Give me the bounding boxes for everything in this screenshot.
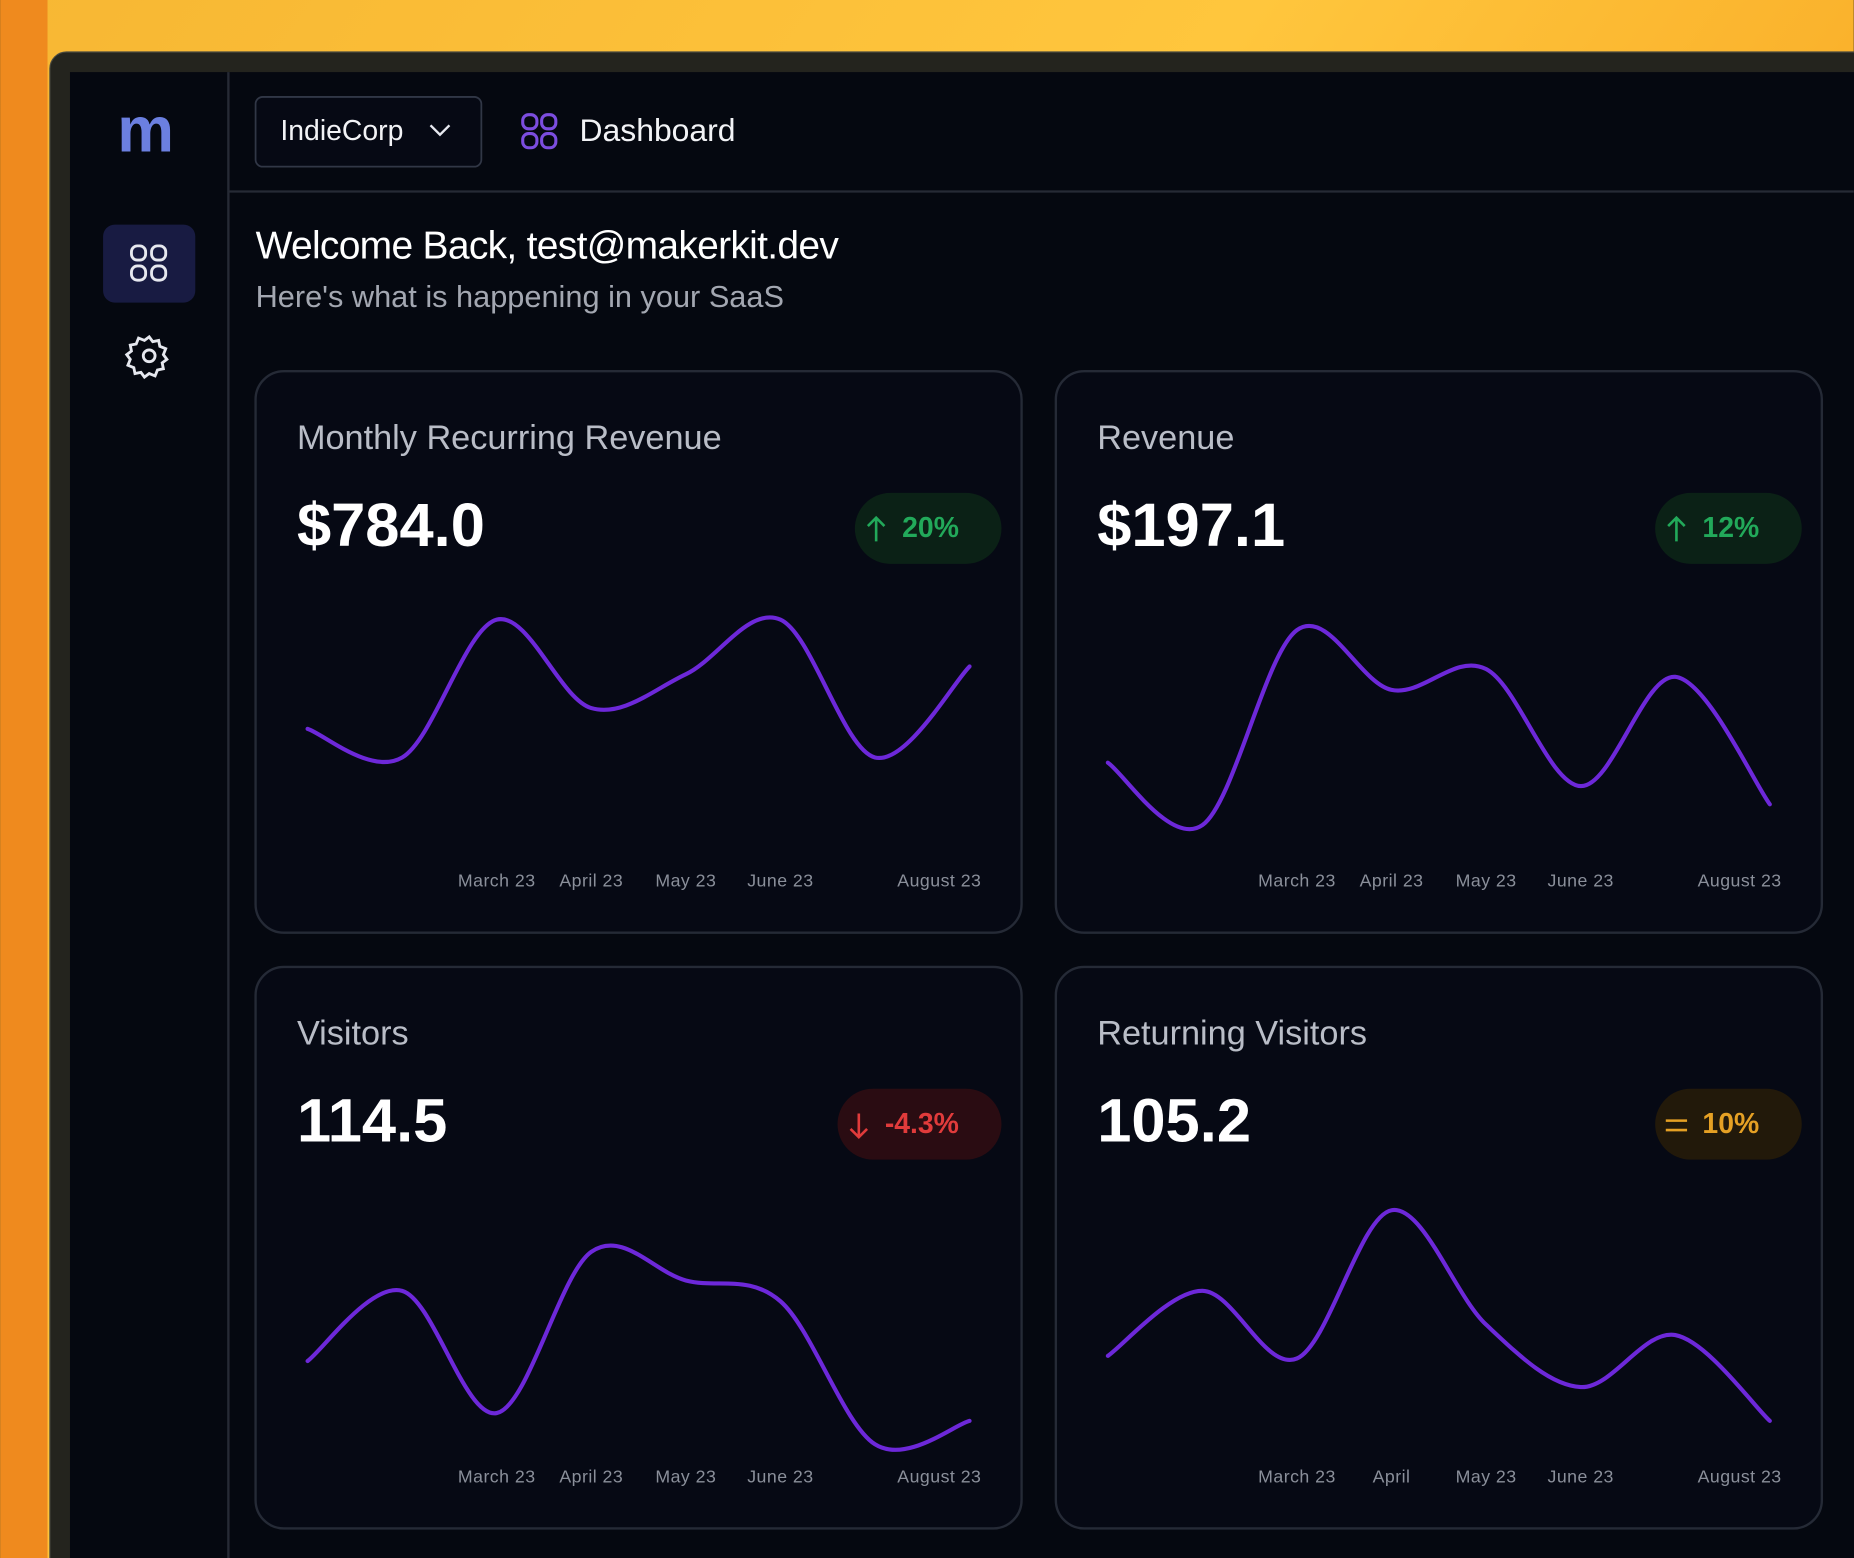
chart-line — [305, 615, 972, 765]
chart-line — [305, 1243, 972, 1452]
nav-dashboard[interactable] — [103, 224, 196, 303]
badge-bg — [1655, 1088, 1802, 1160]
x-tick-label: June 23 — [1548, 1466, 1614, 1486]
org-selector[interactable] — [254, 96, 483, 168]
change-badge: 20% — [854, 492, 1002, 564]
change-badge: 10% — [1655, 1088, 1802, 1160]
chevron — [429, 124, 451, 137]
x-tick-label: May 23 — [1456, 871, 1517, 891]
dashboard-icon — [130, 244, 168, 282]
x-tick-label: April — [1373, 1466, 1411, 1486]
metric-card — [1054, 965, 1824, 1530]
trend-icon — [1665, 1119, 1688, 1132]
x-tick-label: April 23 — [559, 1466, 623, 1486]
x-tick-label: May 23 — [655, 1466, 716, 1486]
x-tick-label: June 23 — [747, 871, 813, 891]
badge-text: 10% — [1702, 1108, 1759, 1140]
change-badge: 12% — [1655, 492, 1802, 564]
welcome-title: Welcome Back, test@makerkit.dev — [256, 225, 840, 268]
metric-card — [254, 965, 1023, 1530]
card-title: Visitors — [297, 1015, 409, 1053]
x-tick-label: March 23 — [1258, 871, 1336, 891]
card-title: Returning Visitors — [1097, 1015, 1367, 1053]
change-badge: -4.3% — [837, 1088, 1002, 1160]
badge-text: 20% — [902, 512, 959, 544]
x-tick-label: June 23 — [747, 1466, 813, 1486]
x-tick-label: August 23 — [1698, 871, 1782, 891]
x-tick-label: August 23 — [897, 1466, 981, 1486]
trend-icon — [849, 1113, 869, 1140]
card-value: 105.2 — [1097, 1087, 1251, 1156]
x-tick-label: April 23 — [559, 871, 623, 891]
card-value: 114.5 — [297, 1087, 447, 1156]
x-tick-label: June 23 — [1548, 871, 1614, 891]
wallpaper-edge — [0, 0, 48, 1558]
welcome-subtitle: Here's what is happening in your SaaS — [256, 279, 784, 314]
page-title: Dashboard — [579, 112, 735, 148]
x-tick-label: August 23 — [897, 871, 981, 891]
trend-icon — [1667, 515, 1686, 542]
card-title: Revenue — [1097, 419, 1234, 457]
x-tick-label: May 23 — [655, 871, 716, 891]
x-tick-label: May 23 — [1456, 1466, 1517, 1486]
trend-icon — [866, 515, 886, 542]
org-name: IndieCorp — [280, 115, 403, 147]
chart-line — [1105, 1208, 1772, 1423]
x-tick-label: March 23 — [458, 871, 536, 891]
card-title: Monthly Recurring Revenue — [297, 419, 722, 457]
x-tick-label: March 23 — [458, 1466, 536, 1486]
badge-bg — [837, 1088, 1002, 1160]
badge-text: -4.3% — [885, 1108, 959, 1140]
badge-bg — [854, 492, 1002, 564]
card-value: $784.0 — [297, 491, 485, 560]
badge-bg — [1655, 492, 1802, 564]
metric-card — [1054, 369, 1824, 934]
x-tick-label: April 23 — [1360, 871, 1424, 891]
badge-text: 12% — [1702, 512, 1759, 544]
metric-card — [254, 369, 1023, 934]
card-value: $197.1 — [1097, 491, 1285, 560]
page-icon — [521, 113, 558, 150]
logo[interactable]: m — [117, 94, 174, 166]
x-tick-label: March 23 — [1258, 1466, 1336, 1486]
x-tick-label: August 23 — [1698, 1466, 1782, 1486]
chart-line — [1105, 623, 1772, 832]
nav-settings[interactable] — [124, 334, 169, 380]
